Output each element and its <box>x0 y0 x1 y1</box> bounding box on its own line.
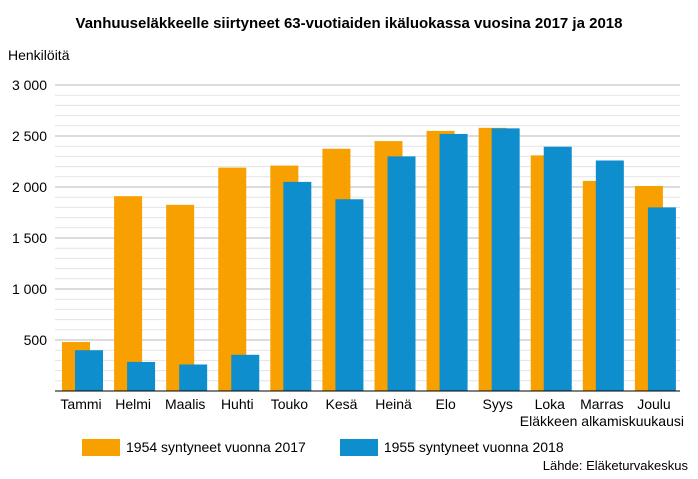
x-tick-label: Helmi <box>115 396 151 412</box>
y-tick-label: 1 500 <box>12 230 47 246</box>
x-tick-label: Huhti <box>221 396 254 412</box>
gridlines <box>55 84 680 382</box>
bar-huhti-series-2 <box>231 354 260 391</box>
y-tick-label: 3 000 <box>12 77 47 93</box>
y-tick-label: 500 <box>24 332 48 348</box>
source-note: Lähde: Eläketurvakeskus <box>542 458 688 473</box>
bar-marras-series-2 <box>595 160 624 391</box>
bar-joulu-series-2 <box>647 207 676 391</box>
legend-label-series-2: 1955 syntyneet vuonna 2018 <box>383 439 564 455</box>
bar-loka-series-2 <box>543 146 572 391</box>
x-tick-label: Loka <box>535 396 566 412</box>
bar-helmi-series-1 <box>114 196 143 391</box>
legend-swatch-series-2 <box>339 438 378 456</box>
bar-helmi-series-2 <box>127 361 156 391</box>
x-tick-label: Elo <box>436 396 456 412</box>
bar-elo-series-2 <box>439 133 468 391</box>
bars <box>62 127 676 391</box>
x-axis-label: Eläkkeen alkamiskuukausi <box>519 413 684 429</box>
y-axis-label: Henkilöitä <box>8 47 70 63</box>
x-tick-label: Syys <box>483 396 513 412</box>
x-tick-label: Kesä <box>325 396 357 412</box>
legend-item-series-2: 1955 syntyneet vuonna 2018 <box>339 438 564 456</box>
x-tick-label: Marras <box>580 396 624 412</box>
bar-tammi-series-2 <box>75 350 103 391</box>
x-tick-label: Tammi <box>60 396 101 412</box>
chart-title: Vanhuuseläkkeelle siirtyneet 63-vuotiaid… <box>75 15 623 32</box>
x-tick-label: Touko <box>271 396 309 412</box>
y-tick-label: 2 500 <box>12 128 47 144</box>
legend-label-series-1: 1954 syntyneet vuonna 2017 <box>126 439 306 455</box>
x-tick-label: Heinä <box>375 396 412 412</box>
bar-syys-series-2 <box>491 128 520 391</box>
legend: 1954 syntyneet vuonna 2017 1955 syntynee… <box>82 437 598 457</box>
legend-swatch-series-1 <box>82 438 120 456</box>
x-tick-label: Maalis <box>165 396 205 412</box>
axes: 500 1 000 1 500 2 000 2 500 3 000 Tammi Helmi Ma… <box>12 77 680 412</box>
bar-maalis-series-2 <box>179 364 208 391</box>
bar-huhti-series-1 <box>218 167 247 391</box>
y-tick-label: 2 000 <box>12 179 47 195</box>
bar-touko-series-2 <box>283 181 312 391</box>
bar-maalis-series-1 <box>166 204 195 391</box>
legend-item-series-1: 1954 syntyneet vuonna 2017 <box>82 438 306 456</box>
bar-kesä-series-2 <box>335 199 364 391</box>
bar-heinä-series-2 <box>387 156 416 391</box>
y-tick-label: 1 000 <box>12 281 47 297</box>
x-tick-label: Joulu <box>637 396 670 412</box>
